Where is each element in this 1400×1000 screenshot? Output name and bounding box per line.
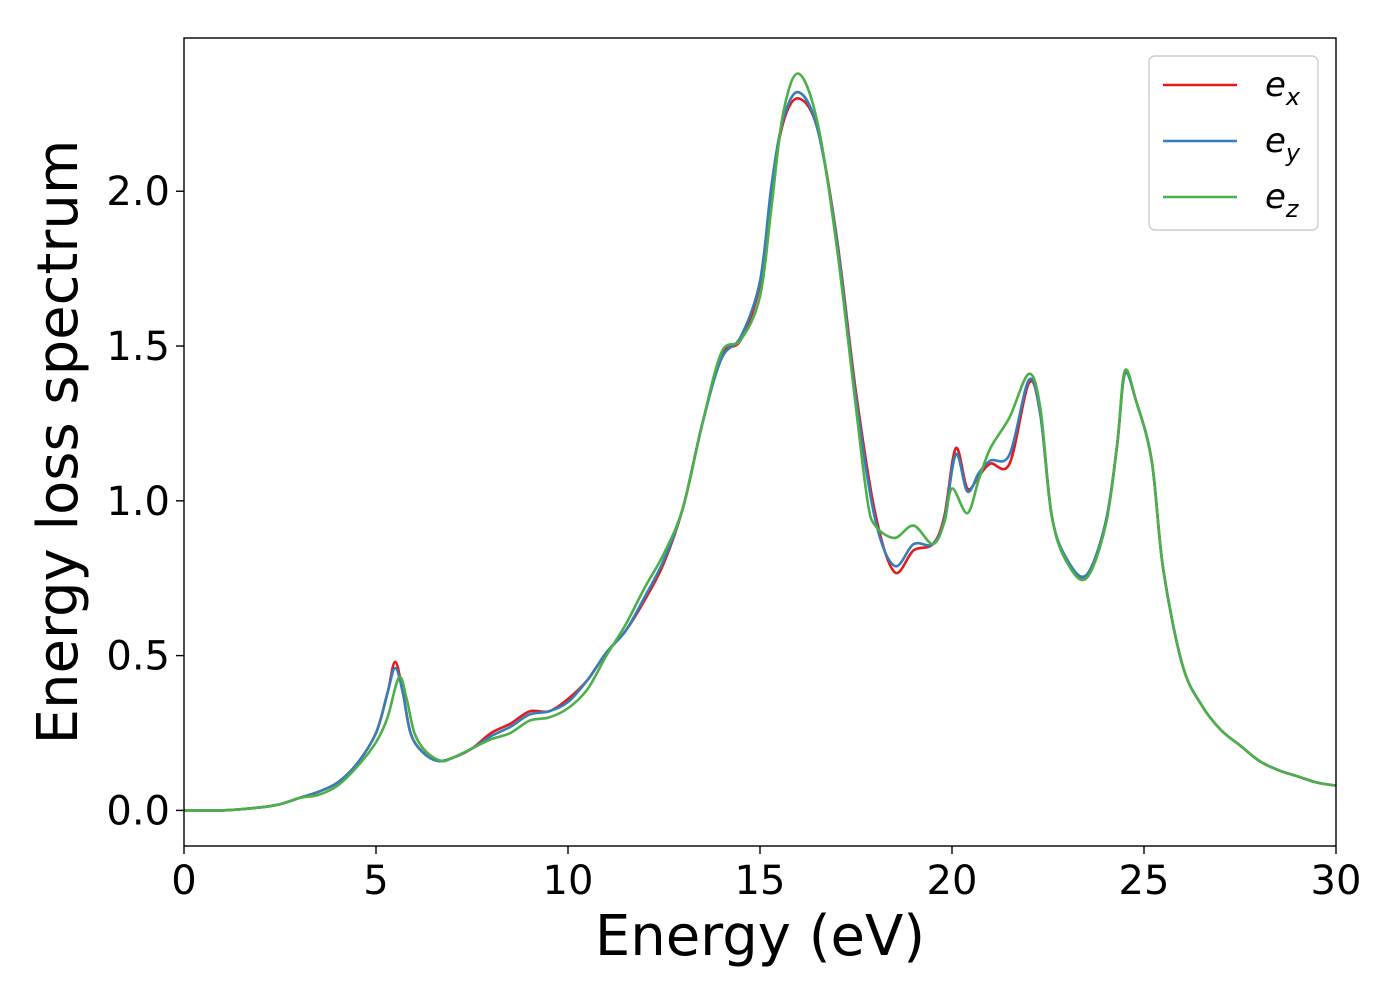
legend-label-subscript: z [1285, 195, 1300, 223]
x-tick-label: 15 [735, 858, 786, 904]
y-tick-label: 0.5 [106, 634, 170, 680]
x-tick-label: 5 [363, 858, 388, 904]
y-axis-title: Energy loss spectrum [26, 140, 91, 745]
x-tick-label: 30 [1311, 858, 1362, 904]
x-axis-title: Energy (eV) [595, 904, 925, 969]
legend-label-subscript: x [1285, 83, 1301, 111]
legend-label-ex: ex [1265, 65, 1301, 111]
x-axis-ticks: 0 5 10 15 20 25 30 [171, 846, 1361, 904]
legend-label-subscript: y [1285, 139, 1301, 167]
x-tick-label: 0 [171, 858, 196, 904]
series-line-ez [184, 72, 1336, 812]
y-axis-ticks: 0.0 0.5 1.0 1.5 2.0 [106, 169, 184, 834]
series-layer [184, 72, 1336, 812]
x-tick-label: 25 [1119, 858, 1170, 904]
legend-label-base: e [1265, 65, 1286, 105]
x-tick-label: 10 [543, 858, 594, 904]
legend-label-base: e [1265, 177, 1286, 217]
y-tick-label: 1.5 [106, 324, 170, 370]
legend-label-ey: ey [1265, 121, 1301, 167]
legend-label-ez: ez [1265, 177, 1300, 223]
y-tick-label: 1.0 [106, 479, 170, 525]
y-tick-label: 0.0 [106, 788, 170, 834]
plot-area [183, 37, 1337, 847]
y-tick-label: 2.0 [106, 169, 170, 215]
legend-label-base: e [1265, 121, 1286, 161]
x-tick-label: 20 [927, 858, 978, 904]
legend-box [1148, 55, 1319, 231]
